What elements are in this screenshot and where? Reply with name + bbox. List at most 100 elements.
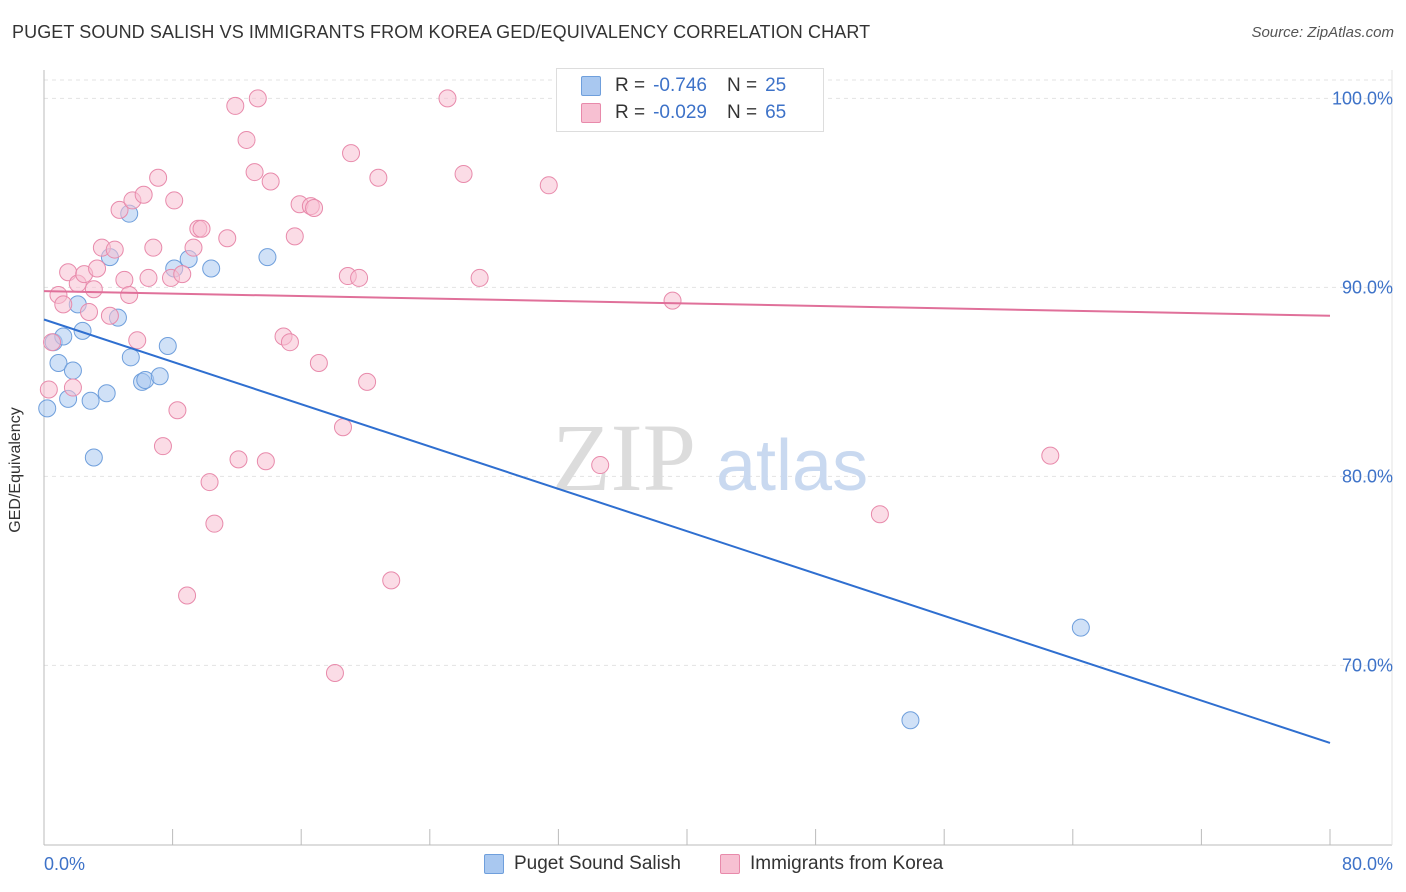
legend-r-label: R =: [615, 75, 646, 96]
legend-r-value: -0.746: [653, 75, 707, 96]
y-tick-label: 80.0%: [1342, 466, 1393, 486]
source-credit: Source: ZipAtlas.com: [1251, 24, 1394, 41]
data-point-korea: [128, 331, 147, 350]
legend-r-label: R =: [615, 102, 646, 123]
data-point-korea: [1041, 446, 1060, 465]
data-point-korea: [39, 380, 58, 399]
legend-n-value: 65: [765, 102, 787, 123]
legend-row-korea: R = -0.029 N = 65: [581, 101, 786, 125]
axes: [43, 70, 1393, 846]
watermark-zip: ZIP: [552, 404, 696, 511]
data-point-korea: [88, 259, 107, 278]
data-point-korea: [350, 268, 369, 287]
data-point-salish: [63, 361, 82, 380]
data-point-korea: [454, 164, 473, 183]
y-tick-label: 90.0%: [1342, 277, 1393, 297]
data-point-korea: [205, 514, 224, 533]
legend-swatch-salish: [581, 76, 601, 96]
data-point-korea: [342, 144, 361, 163]
trend-line-korea: [43, 290, 1331, 317]
data-point-korea: [110, 200, 129, 219]
y-tick-label: 70.0%: [1342, 655, 1393, 675]
legend-n-label: N =: [726, 102, 758, 123]
data-point-korea: [153, 437, 172, 456]
data-point-korea: [870, 505, 889, 524]
data-point-korea: [100, 306, 119, 325]
gridlines: [44, 79, 1392, 666]
data-point-korea: [325, 663, 344, 682]
data-point-korea: [184, 238, 203, 257]
data-point-korea: [105, 240, 124, 259]
data-point-korea: [256, 452, 275, 471]
data-point-korea: [120, 285, 139, 304]
data-point-korea: [309, 353, 328, 372]
bottom-legend-korea: Immigrants from Korea: [720, 852, 943, 876]
data-point-korea: [200, 473, 219, 492]
data-point-salish: [901, 711, 920, 730]
data-point-korea: [237, 130, 256, 149]
data-point-korea: [305, 198, 324, 217]
data-point-korea: [226, 96, 245, 115]
x-tick-label-min: 0.0%: [44, 854, 85, 874]
data-point-salish: [158, 336, 177, 355]
data-point-salish: [84, 448, 103, 467]
data-point-korea: [248, 89, 267, 108]
data-point-korea: [165, 191, 184, 210]
data-point-salish: [81, 391, 100, 410]
data-point-korea: [63, 378, 82, 397]
legend-r-value: -0.029: [653, 102, 707, 123]
data-point-salish: [258, 248, 277, 267]
legend-n-value: 25: [765, 75, 787, 96]
bottom-legend-salish: Puget Sound Salish: [484, 852, 681, 876]
data-point-korea: [245, 163, 264, 182]
data-point-korea: [54, 295, 73, 314]
data-point-korea: [470, 268, 489, 287]
data-point-korea: [369, 168, 388, 187]
trend-line-salish: [43, 318, 1331, 744]
data-point-korea: [149, 168, 168, 187]
data-point-korea: [43, 333, 62, 352]
data-point-korea: [84, 280, 103, 299]
tick-labels: 70.0% 80.0% 90.0% 100.0% 0.0% 80.0%: [44, 88, 1393, 874]
data-point-korea: [80, 302, 99, 321]
data-point-salish: [97, 384, 116, 403]
data-point-korea: [168, 401, 187, 420]
data-point-korea: [438, 89, 457, 108]
data-point-korea: [280, 333, 299, 352]
legend-row-salish: R = -0.746 N = 25: [581, 74, 786, 98]
data-point-salish: [121, 348, 140, 367]
data-point-korea: [261, 172, 280, 191]
x-tick-label-max: 80.0%: [1342, 854, 1393, 874]
data-point-korea: [382, 571, 401, 590]
trend-lines: [43, 290, 1331, 744]
data-point-korea: [285, 227, 304, 246]
bottom-legend-swatch-salish: [484, 854, 504, 874]
data-point-salish: [202, 259, 221, 278]
legend-swatch-korea: [581, 103, 601, 123]
data-point-korea: [178, 586, 197, 605]
data-point-salish: [49, 353, 68, 372]
y-tick-label: 100.0%: [1332, 88, 1393, 108]
bottom-legend-label-salish: Puget Sound Salish: [514, 853, 681, 874]
data-point-korea: [218, 229, 237, 248]
data-point-korea: [591, 456, 610, 475]
chart-title: PUGET SOUND SALISH VS IMMIGRANTS FROM KO…: [12, 22, 871, 42]
data-points: [38, 89, 1090, 730]
data-point-korea: [358, 372, 377, 391]
watermark: ZIP atlas: [552, 404, 868, 511]
data-point-salish: [1071, 618, 1090, 637]
data-point-salish: [150, 367, 169, 386]
data-point-korea: [192, 219, 211, 238]
data-point-korea: [115, 270, 134, 289]
watermark-atlas: atlas: [716, 426, 868, 506]
data-point-korea: [144, 238, 163, 257]
data-point-korea: [539, 176, 558, 195]
bottom-legend-label-korea: Immigrants from Korea: [750, 853, 944, 874]
data-point-korea: [229, 450, 248, 469]
data-point-korea: [139, 268, 158, 287]
data-point-salish: [73, 321, 92, 340]
data-point-salish: [38, 399, 57, 418]
data-point-korea: [173, 265, 192, 284]
legend-n-label: N =: [726, 75, 758, 96]
